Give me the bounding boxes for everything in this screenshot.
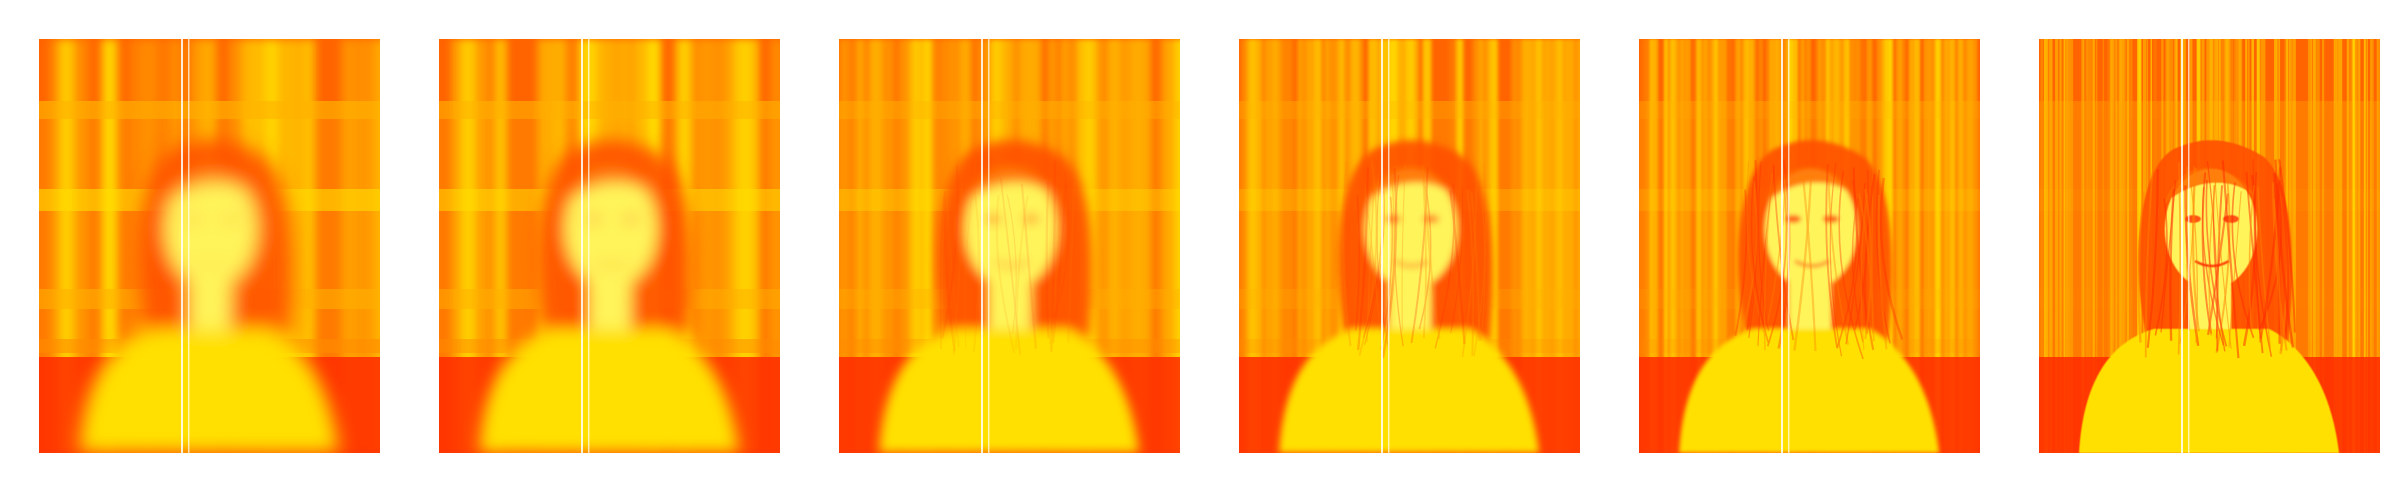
heatmap-image xyxy=(1239,39,1580,453)
person xyxy=(479,140,739,453)
panel-3 xyxy=(839,39,1180,453)
artifact-line xyxy=(1781,39,1783,453)
artifact-line xyxy=(1381,39,1383,453)
heatmap-image xyxy=(1639,39,1980,453)
artifact-line xyxy=(581,39,583,453)
artifact-line xyxy=(181,39,183,453)
hair-strands xyxy=(939,160,1076,355)
person xyxy=(1679,140,1939,453)
artifact-line xyxy=(1388,39,1390,453)
panel-4 xyxy=(1239,39,1580,453)
heatmap-image xyxy=(2039,39,2380,453)
artifact-line xyxy=(981,39,983,453)
person xyxy=(79,140,339,453)
artifact-line xyxy=(1788,39,1790,453)
heatmap-image xyxy=(839,39,1180,453)
heatmap-image xyxy=(439,39,780,453)
panel-5 xyxy=(1639,39,1980,453)
panel-6 xyxy=(2039,39,2380,453)
curtain-stripes xyxy=(1240,39,1580,453)
heatmap-image xyxy=(39,39,380,453)
hair-strands xyxy=(1342,160,1487,359)
artifact-line xyxy=(588,39,590,453)
hair-strands xyxy=(2137,159,2296,359)
artifact-line xyxy=(2188,39,2190,453)
panel-1 xyxy=(39,39,380,453)
artifact-line xyxy=(188,39,190,453)
artifact-line xyxy=(988,39,990,453)
panel-2 xyxy=(439,39,780,453)
hair-strands xyxy=(1734,159,1904,360)
artifact-line xyxy=(2181,39,2183,453)
